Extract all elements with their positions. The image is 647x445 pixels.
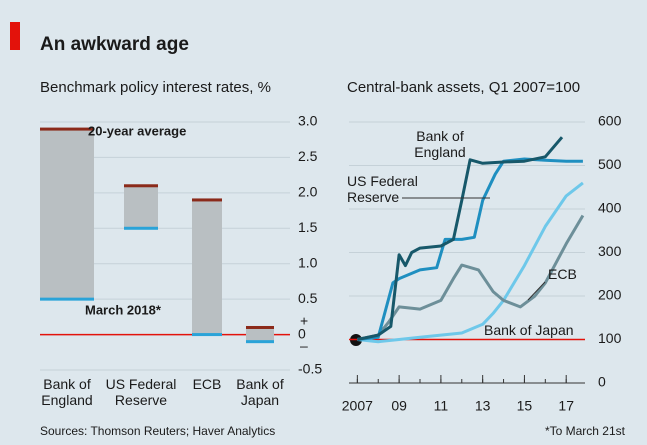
range-bar — [124, 185, 158, 229]
marker — [192, 333, 222, 337]
y-tick-label: 2.5 — [298, 148, 318, 164]
series-line — [357, 181, 584, 344]
marker — [192, 198, 222, 202]
series-label: Bank of Japan — [484, 322, 574, 338]
y-tick-label: 2.0 — [298, 184, 318, 200]
panel-title: Benchmark policy interest rates, % — [40, 79, 271, 96]
x-tick-label: US Federal Reserve — [105, 376, 177, 408]
leader — [527, 281, 546, 301]
series-label: March 2018* — [85, 302, 162, 317]
y-tick-label: 100 — [598, 330, 622, 346]
y-tick-label: 200 — [598, 287, 622, 303]
marker — [124, 184, 158, 188]
x-tick-label: 09 — [391, 398, 407, 414]
series-label: US Federal Reserve — [347, 173, 418, 205]
footnote: *To March 21st — [545, 424, 626, 438]
y-tick-label: -0.5 — [298, 361, 322, 377]
y-tick-label: 300 — [598, 243, 622, 259]
y-tick-label: 600 — [598, 113, 622, 129]
y-tick-label: 3.0 — [298, 113, 318, 129]
y-tick-label: 500 — [598, 156, 622, 172]
range-bar — [192, 199, 222, 335]
x-tick-label: Bank of Japan — [236, 376, 284, 408]
series-line — [357, 214, 585, 341]
marker — [124, 226, 158, 230]
panel-title: Central-bank assets, Q1 2007=100 — [347, 79, 580, 96]
series-line — [357, 136, 564, 341]
range-bar — [246, 327, 274, 342]
y-tick-label: 0.5 — [298, 290, 318, 306]
x-tick-label: 17 — [558, 398, 574, 414]
sign-label: + — [300, 312, 308, 328]
range-bar — [40, 129, 94, 300]
y-tick-label: 0 — [298, 325, 306, 341]
marker — [40, 297, 94, 301]
y-tick-label: 0 — [598, 374, 606, 390]
series-label: Bank of England — [414, 128, 466, 160]
marker — [246, 325, 274, 329]
marker — [40, 127, 94, 131]
red-tag — [10, 22, 20, 50]
y-tick-label: 1.5 — [298, 219, 318, 235]
x-tick-label: 11 — [434, 398, 449, 414]
page-title: An awkward age — [40, 34, 189, 55]
series-label: ECB — [548, 266, 577, 282]
y-tick-label: 400 — [598, 200, 622, 216]
x-tick-label: Bank of England — [41, 376, 93, 408]
series-label: 20-year average — [88, 123, 186, 138]
sign-label: – — [300, 337, 308, 353]
x-tick-label: 15 — [517, 398, 533, 414]
x-tick-label: 2007 — [342, 398, 373, 414]
marker — [246, 340, 274, 344]
source: Sources: Thomson Reuters; Haver Analytic… — [40, 424, 275, 438]
x-tick-label: 13 — [475, 398, 491, 414]
x-tick-label: ECB — [192, 376, 222, 392]
y-tick-label: 1.0 — [298, 254, 318, 270]
